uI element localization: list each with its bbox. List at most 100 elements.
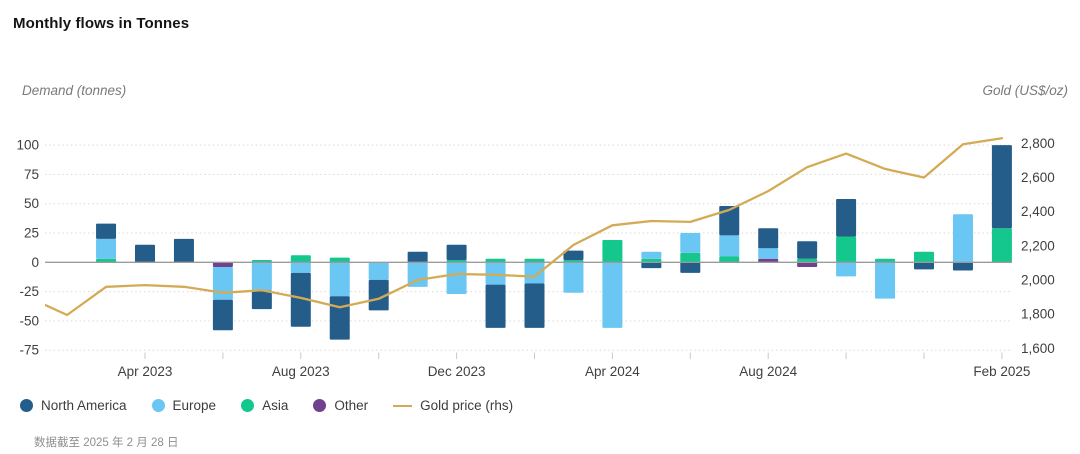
left-axis-label: 75 [24,167,39,182]
bar-segment-europe[interactable] [758,248,779,259]
bar-jan-2024 [485,258,506,328]
bar-dec-2024 [914,251,934,270]
x-axis-label: Aug 2023 [272,364,330,379]
bar-segment-europe[interactable] [212,266,233,300]
bar-segment-asia[interactable] [719,256,740,263]
bar-jan-2025 [952,214,973,271]
left-axis-label: -25 [19,284,39,299]
bar-segment-asia[interactable] [797,258,818,263]
north-america-swatch-icon [20,399,33,412]
bar-segment-north-america[interactable] [991,145,1012,229]
bar-segment-asia[interactable] [96,258,117,263]
legend-label: Asia [262,398,289,413]
bar-segment-asia[interactable] [836,236,857,263]
bar-segment-north-america[interactable] [719,206,740,236]
right-axis-label: 2,600 [1021,170,1055,185]
bar-segment-north-america[interactable] [251,290,272,310]
bar-segment-asia[interactable] [485,258,506,263]
legend-label: North America [41,398,127,413]
bar-segment-asia[interactable] [641,258,662,263]
legend-item-gold-price[interactable]: Gold price (rhs) [393,398,513,413]
bar-segment-europe[interactable] [563,262,584,293]
bar-segment-asia[interactable] [329,257,350,263]
bar-segment-other[interactable] [212,262,233,267]
bar-segment-europe[interactable] [952,214,973,263]
bar-segment-north-america[interactable] [173,238,194,263]
bar-segment-north-america[interactable] [563,250,584,260]
europe-swatch-icon [151,399,165,412]
bar-segment-other[interactable] [797,262,818,267]
bar-segment-europe[interactable] [485,262,506,285]
bar-segment-north-america[interactable] [368,279,389,311]
bar-segment-north-america[interactable] [290,272,311,327]
bar-segment-north-america[interactable] [914,262,934,270]
bar-segment-europe[interactable] [96,238,117,259]
legend-item-asia[interactable]: Asia [241,398,288,413]
bar-segment-europe[interactable] [251,262,272,291]
bar-segment-europe[interactable] [719,235,740,257]
bar-segment-europe[interactable] [680,233,701,253]
left-axis-label: -50 [19,313,39,328]
left-axis-labels: 100 75 50 25 0 -25 -50 -75 [16,138,39,358]
bar-segment-north-america[interactable] [96,223,117,239]
right-axis-label: 2,400 [1021,204,1055,219]
bar-segment-asia[interactable] [991,228,1012,263]
bar-segment-asia[interactable] [524,258,545,263]
bar-sep-2023 [329,257,350,340]
gold-price-line[interactable] [28,137,1004,317]
bar-segment-north-america[interactable] [446,244,467,260]
bar-jul-2023 [251,259,272,310]
bar-segment-europe[interactable] [329,262,350,297]
bar-segment-asia[interactable] [914,251,934,263]
bar-segment-other[interactable] [758,258,779,263]
bar-segment-north-america[interactable] [641,262,662,269]
right-axis-label: 2,000 [1021,272,1055,287]
bar-segment-europe[interactable] [407,262,428,287]
x-axis-label: Aug 2024 [739,364,797,379]
bar-mar-2024 [563,250,584,293]
bar-segment-asia[interactable] [875,258,896,263]
asia-swatch-icon [241,399,255,412]
x-axis-labels: Apr 2023 Aug 2023 Dec 2023 Apr 2024 Aug 2024… [118,364,1031,379]
bar-segment-asia[interactable] [602,240,623,263]
legend-item-north-america[interactable]: North America [20,398,127,413]
bar-segment-north-america[interactable] [680,262,701,273]
bar-segment-europe[interactable] [446,262,467,294]
bar-segment-europe[interactable] [875,262,896,299]
bar-segment-europe[interactable] [641,251,662,259]
bar-feb-2025 [991,145,1012,263]
right-axis-labels: 2,800 2,600 2,400 2,200 2,000 1,800 1,600 [1021,136,1055,356]
bar-segment-north-america[interactable] [329,296,350,340]
bar-oct-2023 [368,262,389,311]
legend-item-other[interactable]: Other [313,398,368,413]
bar-segment-north-america[interactable] [135,244,155,263]
bar-segment-north-america[interactable] [212,299,233,331]
bar-feb-2024 [524,258,545,328]
bar-oct-2024 [836,199,857,277]
bar-may-2023 [173,238,194,263]
left-axis-label: 25 [24,226,39,241]
bar-segment-north-america[interactable] [407,251,428,263]
bar-segment-north-america[interactable] [485,284,506,328]
bar-segment-europe[interactable] [602,262,623,328]
bar-segment-north-america[interactable] [524,283,545,328]
bar-segment-north-america[interactable] [952,262,973,271]
legend-item-europe[interactable]: Europe [151,398,216,413]
right-axis-title: Gold (US$/oz) [982,83,1068,98]
bar-segment-europe[interactable] [836,262,857,277]
bar-segment-europe[interactable] [368,262,389,280]
gold-price-line-icon [393,404,413,407]
bar-segment-asia[interactable] [680,252,701,263]
chart-title: Monthly flows in Tonnes [13,15,190,32]
legend-label: Other [334,398,369,413]
bar-segment-north-america[interactable] [797,241,818,259]
left-axis-label: 100 [16,138,39,153]
bar-segment-europe[interactable] [290,262,311,273]
bar-segment-asia[interactable] [290,255,311,263]
bar-segment-north-america[interactable] [836,199,857,237]
bar-segment-europe[interactable] [524,262,545,284]
bar-nov-2023 [407,251,428,287]
bar-segment-north-america[interactable] [758,228,779,249]
